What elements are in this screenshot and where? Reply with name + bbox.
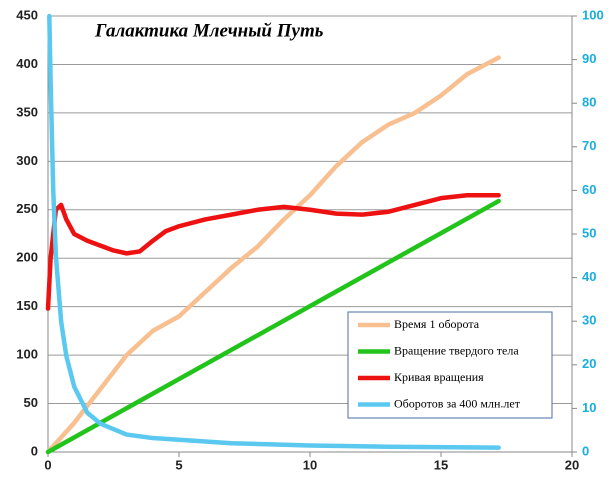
- y2-tick-label: 60: [582, 182, 596, 197]
- y-tick-label: 0: [31, 443, 38, 458]
- y2-tick-label: 80: [582, 95, 596, 110]
- legend-label: Вращение твердого тела: [394, 343, 519, 357]
- x-tick-label: 0: [44, 457, 51, 472]
- chart-title: Галактика Млечный Путь: [94, 20, 324, 41]
- y2-tick-label: 90: [582, 51, 596, 66]
- series-line: [45, 192, 501, 311]
- y-tick-label: 100: [16, 347, 38, 362]
- y2-tick-label: 100: [582, 7, 604, 22]
- x-tick-label: 20: [565, 457, 579, 472]
- y2-tick-label: 50: [582, 225, 596, 240]
- y2-tick-label: 20: [582, 356, 596, 371]
- legend-box: [347, 311, 553, 419]
- legend-label: Оборотов за 400 млн.лет: [394, 396, 521, 410]
- y-tick-label: 350: [16, 104, 38, 119]
- y2-tick-label: 10: [582, 400, 596, 415]
- y-tick-label: 150: [16, 298, 38, 313]
- series-line: [45, 55, 501, 455]
- legend-label: Время 1 оборота: [394, 317, 480, 331]
- series-line: [47, 13, 501, 450]
- y-tick-label: 200: [16, 250, 38, 265]
- y-tick-label: 50: [24, 395, 38, 410]
- y-tick-label: 450: [16, 7, 38, 22]
- x-tick-label: 5: [175, 457, 182, 472]
- y-tick-label: 250: [16, 201, 38, 216]
- legend-label: Кривая вращения: [394, 370, 484, 384]
- x-tick-label: 15: [434, 457, 448, 472]
- y2-tick-label: 70: [582, 138, 596, 153]
- y-tick-label: 400: [16, 56, 38, 71]
- y2-tick-label: 40: [582, 269, 596, 284]
- x-tick-label: 10: [303, 457, 317, 472]
- y2-tick-label: 0: [582, 443, 589, 458]
- y-tick-label: 300: [16, 153, 38, 168]
- series-line: [45, 198, 501, 455]
- y2-tick-label: 30: [582, 313, 596, 328]
